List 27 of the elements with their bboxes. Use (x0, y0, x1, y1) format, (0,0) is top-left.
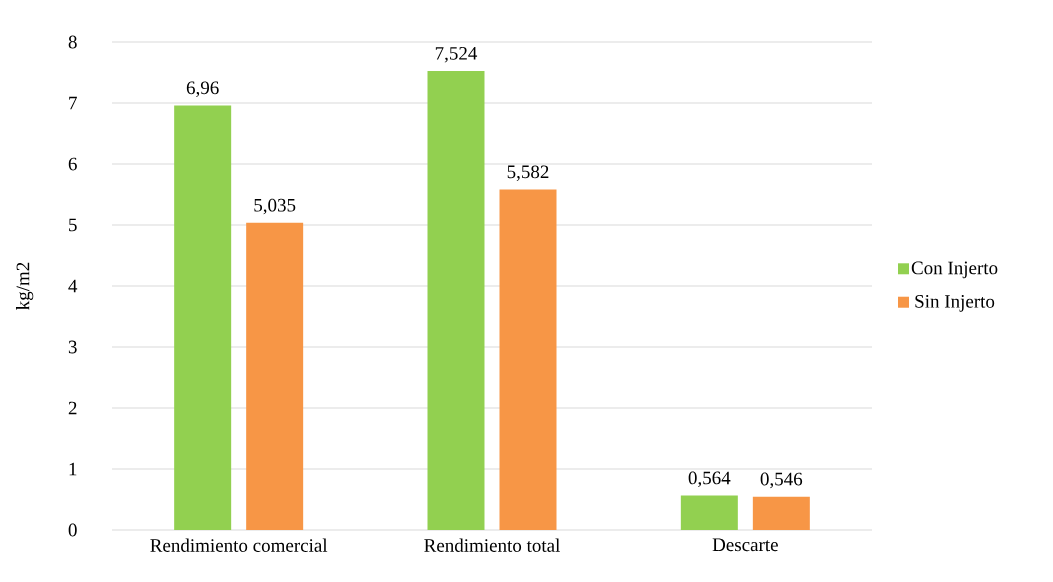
data-label: 7,524 (435, 47, 478, 63)
y-tick-label: 0 (68, 523, 77, 537)
y-tick-label: 6 (68, 157, 77, 171)
legend-label: Sin Injerto (915, 295, 995, 312)
x-tick-label: Rendimiento total (424, 538, 560, 552)
bar (499, 189, 557, 530)
y-axis-title: kg/m2 (15, 262, 34, 310)
y-tick-label: 2 (68, 401, 77, 415)
y-tick-label: 8 (68, 35, 77, 49)
bar (246, 222, 304, 530)
bar (174, 105, 232, 530)
y-tick-label: 1 (69, 462, 77, 476)
x-tick-label: Descarte (712, 538, 778, 552)
bar (427, 71, 485, 530)
legend-label: Con Injerto (911, 261, 998, 279)
y-tick-label: 4 (68, 279, 78, 293)
data-label: 5,582 (507, 165, 549, 181)
x-tick-label: Rendimiento comercial (150, 538, 328, 552)
data-label: 0,564 (688, 471, 731, 488)
data-label: 5,035 (254, 198, 296, 215)
y-tick-label: 3 (68, 340, 77, 354)
y-tick-label: 7 (69, 96, 77, 110)
y-tick-label: 5 (69, 218, 77, 232)
data-label: 0,546 (760, 472, 803, 489)
data-label: 6,96 (186, 81, 219, 97)
bar (680, 495, 738, 530)
bar (752, 496, 810, 530)
